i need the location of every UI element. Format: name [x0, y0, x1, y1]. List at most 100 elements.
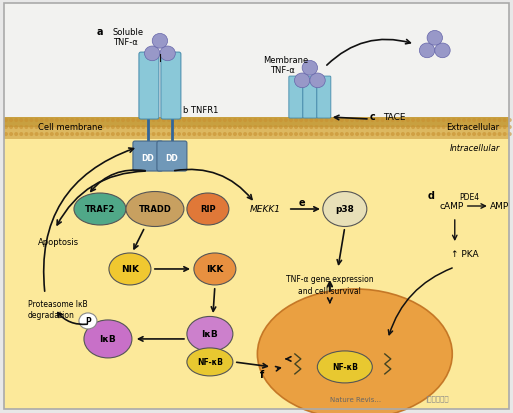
Circle shape [95, 133, 100, 137]
Circle shape [472, 133, 476, 137]
Circle shape [45, 119, 49, 123]
Circle shape [248, 126, 252, 130]
Circle shape [386, 119, 389, 123]
Circle shape [320, 133, 324, 137]
Circle shape [309, 133, 313, 137]
Text: P: P [85, 317, 91, 326]
Text: Nature Revis...: Nature Revis... [330, 396, 381, 402]
Circle shape [131, 119, 135, 123]
FancyArrowPatch shape [58, 313, 87, 325]
Circle shape [360, 133, 364, 137]
Text: c: c [370, 112, 376, 122]
Circle shape [330, 119, 333, 123]
Circle shape [243, 126, 247, 130]
Circle shape [172, 119, 176, 123]
Circle shape [70, 126, 74, 130]
Text: TRADD: TRADD [139, 205, 171, 214]
Circle shape [411, 133, 415, 137]
Circle shape [147, 119, 150, 123]
Circle shape [85, 119, 89, 123]
FancyArrowPatch shape [174, 170, 252, 200]
Circle shape [223, 133, 227, 137]
Circle shape [487, 119, 491, 123]
Circle shape [273, 126, 278, 130]
Circle shape [492, 133, 497, 137]
Circle shape [131, 126, 135, 130]
Circle shape [126, 126, 130, 130]
Circle shape [136, 126, 140, 130]
Circle shape [370, 119, 374, 123]
Circle shape [233, 133, 237, 137]
Text: d: d [428, 190, 435, 201]
Circle shape [309, 119, 313, 123]
Circle shape [396, 133, 400, 137]
Circle shape [167, 119, 171, 123]
Ellipse shape [302, 61, 318, 76]
Ellipse shape [187, 194, 229, 225]
Circle shape [106, 133, 110, 137]
Circle shape [498, 133, 502, 137]
Text: TNF-α: TNF-α [270, 65, 294, 74]
Circle shape [335, 126, 339, 130]
Circle shape [248, 133, 252, 137]
Circle shape [65, 119, 69, 123]
Bar [4, 140, 509, 409]
Circle shape [437, 133, 441, 137]
Circle shape [503, 133, 507, 137]
Circle shape [345, 126, 349, 130]
Circle shape [355, 126, 359, 130]
FancyArrowPatch shape [91, 171, 145, 192]
Circle shape [401, 133, 405, 137]
Circle shape [198, 133, 202, 137]
Circle shape [284, 126, 288, 130]
Circle shape [406, 126, 410, 130]
Circle shape [406, 133, 410, 137]
Circle shape [492, 119, 497, 123]
Circle shape [320, 119, 324, 123]
Circle shape [60, 119, 64, 123]
Ellipse shape [160, 47, 175, 62]
Circle shape [289, 133, 293, 137]
Circle shape [391, 119, 394, 123]
Circle shape [75, 133, 79, 137]
Circle shape [95, 126, 100, 130]
Circle shape [467, 133, 471, 137]
Circle shape [50, 126, 54, 130]
Circle shape [111, 133, 115, 137]
Circle shape [75, 119, 79, 123]
Circle shape [4, 126, 8, 130]
Circle shape [55, 126, 59, 130]
Circle shape [101, 126, 105, 130]
Circle shape [299, 133, 303, 137]
Circle shape [29, 126, 33, 130]
Circle shape [335, 119, 339, 123]
Text: IκB: IκB [202, 330, 218, 339]
Circle shape [370, 126, 374, 130]
Circle shape [218, 133, 222, 137]
Circle shape [253, 119, 258, 123]
Ellipse shape [145, 47, 160, 62]
Circle shape [273, 119, 278, 123]
Circle shape [376, 126, 380, 130]
Circle shape [4, 119, 8, 123]
FancyArrowPatch shape [452, 220, 457, 240]
FancyBboxPatch shape [317, 77, 331, 119]
Text: TNF-α gene expression: TNF-α gene expression [286, 275, 373, 284]
Circle shape [167, 126, 171, 130]
Circle shape [136, 119, 140, 123]
Circle shape [111, 119, 115, 123]
Text: TRAF2: TRAF2 [85, 205, 115, 214]
Circle shape [269, 119, 272, 123]
Circle shape [233, 126, 237, 130]
Circle shape [503, 119, 507, 123]
Circle shape [498, 126, 502, 130]
Circle shape [279, 119, 283, 123]
Circle shape [340, 133, 344, 137]
Circle shape [60, 126, 64, 130]
Ellipse shape [79, 313, 97, 329]
Circle shape [208, 133, 211, 137]
Circle shape [187, 119, 191, 123]
Circle shape [156, 119, 161, 123]
Circle shape [365, 126, 369, 130]
Circle shape [421, 126, 425, 130]
